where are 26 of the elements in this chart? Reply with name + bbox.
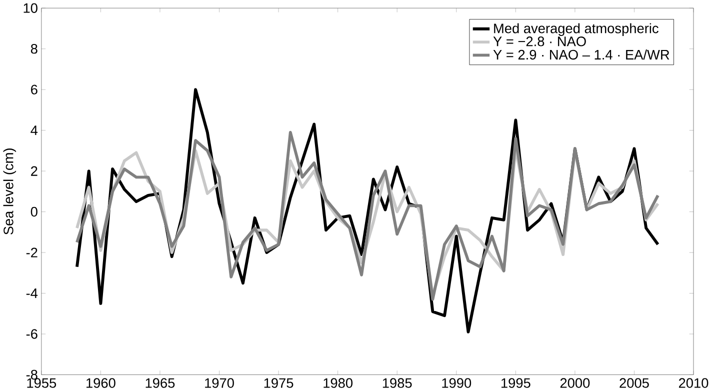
legend-label: Y = 2.9 · NAO – 1.4 · EA/WR <box>493 49 670 60</box>
x-tick-label: 1955 <box>27 378 56 388</box>
x-tick-label: 1960 <box>86 378 116 388</box>
y-tick-label: 6 <box>31 84 38 94</box>
y-tick-label: -2 <box>26 248 38 258</box>
legend-label: Y = −2.8 · NAO <box>493 36 586 46</box>
x-tick-label: 1985 <box>382 378 412 388</box>
y-axis-title: Sea level (cm) <box>3 148 16 234</box>
x-tick-label: 2010 <box>678 378 708 388</box>
y-tick-label: 8 <box>30 44 38 54</box>
y-tick-label: 10 <box>24 3 38 13</box>
y-tick-label: -6 <box>26 329 38 339</box>
y-tick-label: 0 <box>30 206 38 217</box>
x-tick-label: 1995 <box>501 378 530 388</box>
x-tick-label: 1965 <box>146 378 175 388</box>
y-tick-label: -4 <box>26 288 38 298</box>
legend-label: Med averaged atmospheric <box>494 23 658 36</box>
y-tick-label: -8 <box>26 370 38 380</box>
y-tick-label: 4 <box>30 126 38 135</box>
x-tick-label: 2005 <box>620 378 649 388</box>
x-tick-label: 2000 <box>560 378 590 388</box>
x-tick-label: 1970 <box>205 378 234 388</box>
y-tick-label: 2 <box>31 166 38 176</box>
x-tick-label: 1975 <box>264 378 294 388</box>
x-tick-label: 1990 <box>442 378 472 388</box>
x-tick-label: 1980 <box>324 378 353 388</box>
